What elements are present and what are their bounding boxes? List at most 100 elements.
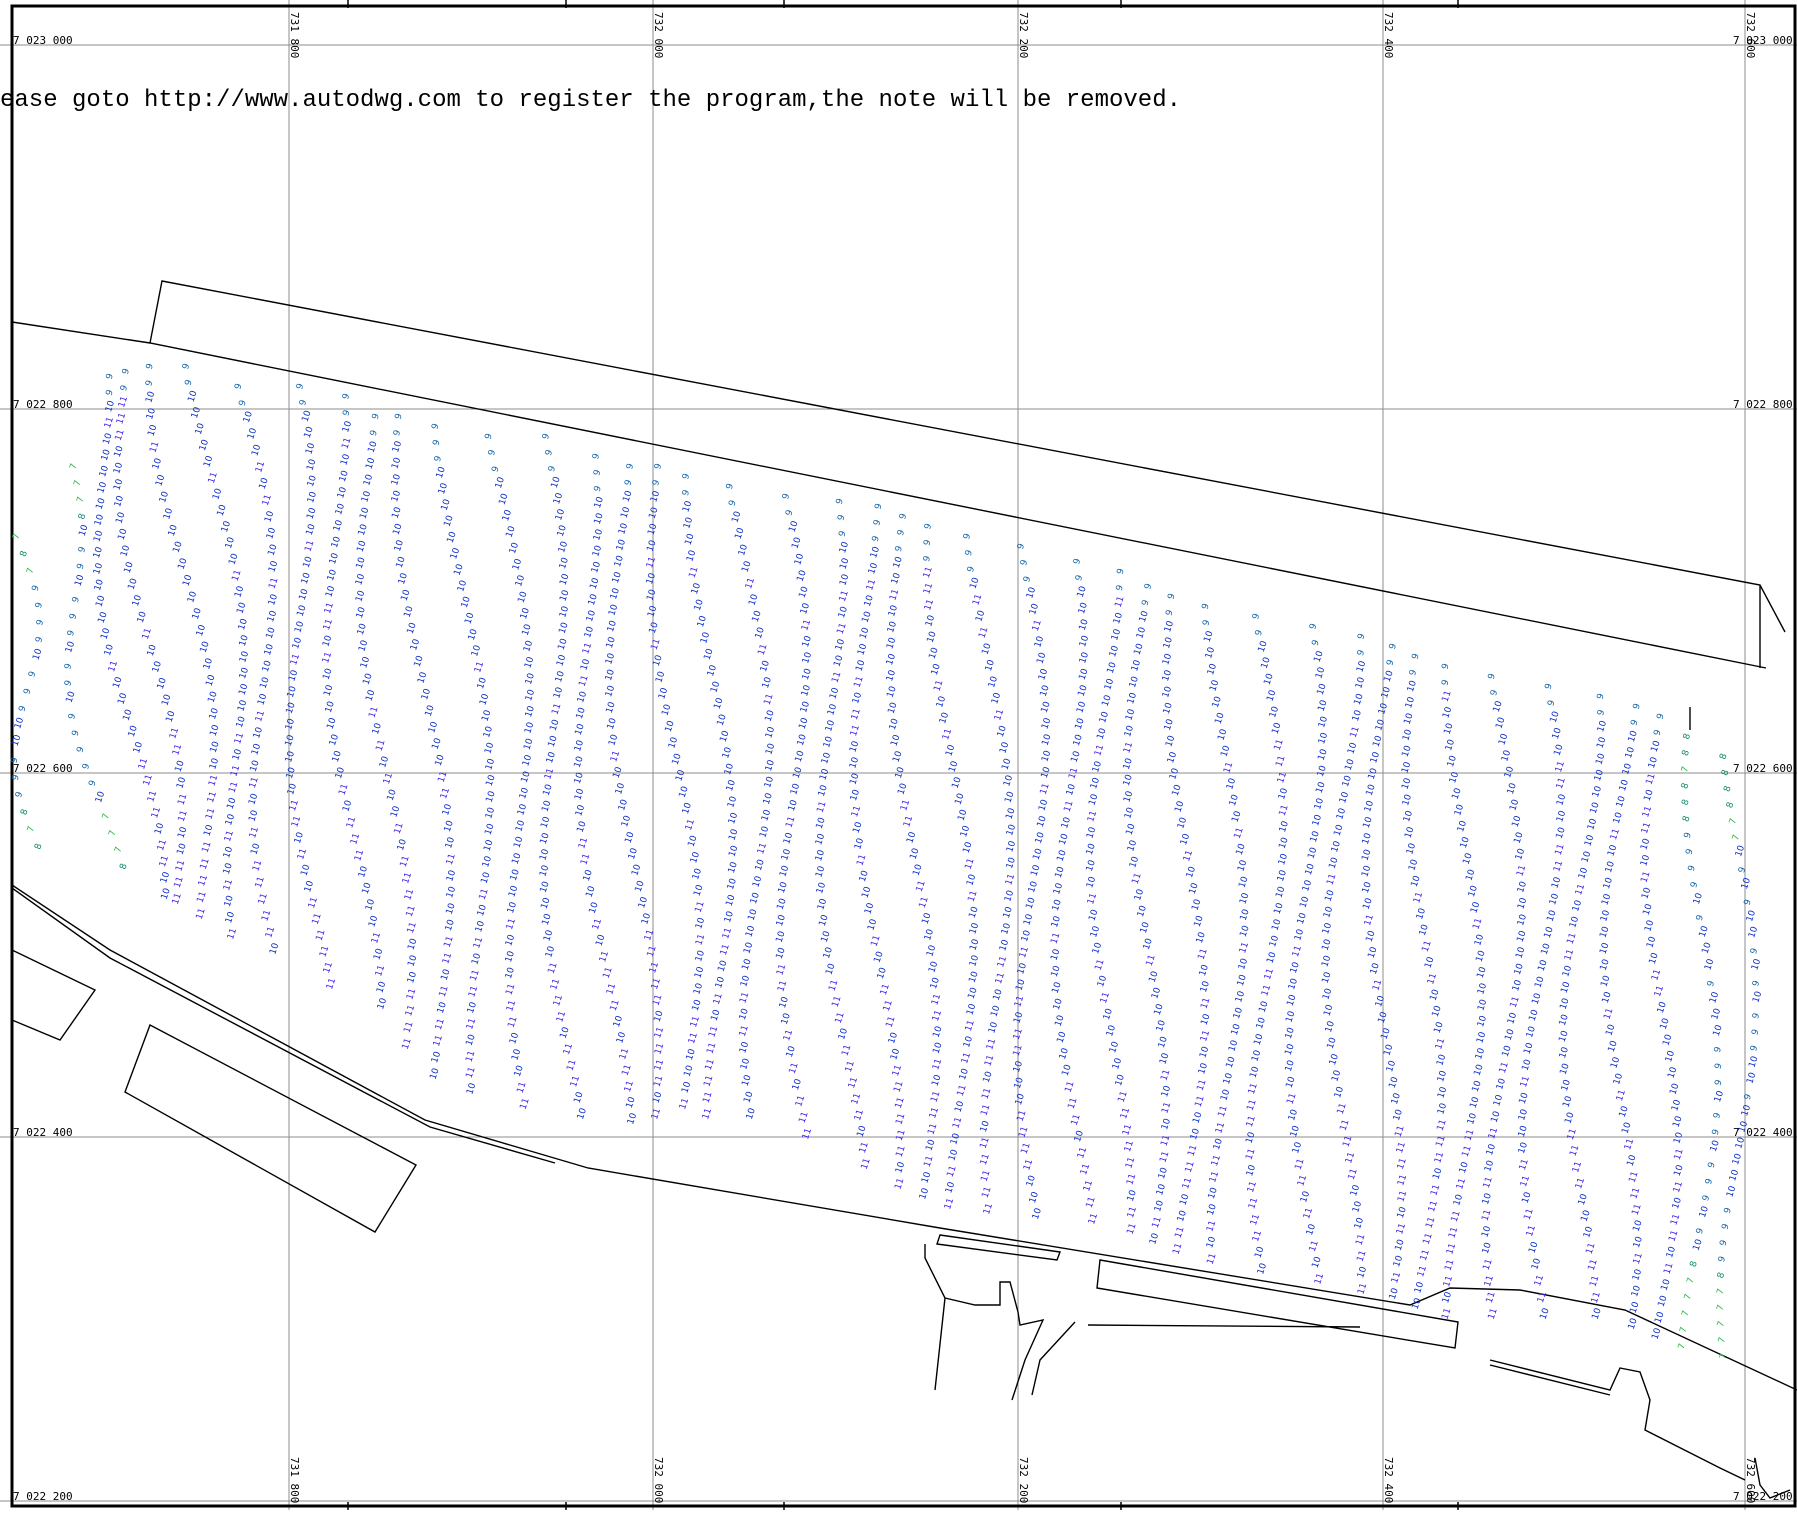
- depth-sounding: 11: [1263, 967, 1276, 981]
- depth-sounding: 9: [68, 612, 79, 621]
- depth-sounding: 10: [1656, 1000, 1669, 1014]
- depth-sounding: 10: [848, 740, 861, 754]
- depth-sounding: 10: [440, 498, 453, 512]
- depth-sounding: 10: [1193, 914, 1206, 928]
- depth-sounding: 11: [158, 854, 171, 868]
- depth-sounding: 9: [87, 779, 98, 788]
- depth-sounding: 11: [464, 1050, 477, 1064]
- depth-sounding: 11: [1151, 1216, 1164, 1230]
- depth-sounding: 10: [1276, 869, 1289, 883]
- depth-sounding: 9: [1544, 682, 1555, 691]
- depth-sounding: 10: [1311, 813, 1324, 827]
- easting-label: 732 400: [1382, 1457, 1395, 1503]
- depth-sounding: 9: [121, 367, 132, 376]
- depth-sounding: 11: [882, 999, 895, 1013]
- depth-sounding: 10: [1602, 876, 1615, 890]
- depth-sounding: 10: [681, 499, 694, 513]
- depth-sounding: 10: [1263, 672, 1276, 686]
- depth-sounding: 11: [1482, 1258, 1495, 1272]
- depth-sounding: 11: [701, 1107, 714, 1121]
- depth-sounding: 11: [1536, 1290, 1549, 1304]
- depth-sounding: 11: [1554, 760, 1567, 774]
- depth-sounding: 10: [96, 480, 109, 494]
- depth-sounding: 10: [699, 631, 712, 645]
- depth-sounding: 10: [474, 919, 487, 933]
- depth-sounding: 10: [1040, 716, 1053, 730]
- depth-sounding: 11: [1390, 1271, 1403, 1285]
- depth-sounding: 10: [1531, 992, 1544, 1006]
- depth-sounding: 10: [605, 635, 618, 649]
- depth-sounding: 11: [443, 935, 456, 949]
- depth-sounding: 10: [591, 544, 604, 558]
- depth-sounding: 10: [293, 831, 306, 845]
- depth-sounding: 10: [1073, 1129, 1086, 1143]
- depth-sounding: 10: [1075, 700, 1088, 714]
- depth-sounding: 10: [1433, 1020, 1446, 1034]
- depth-sounding: 10: [436, 1001, 449, 1015]
- depth-sounding: 10: [367, 440, 380, 454]
- depth-sounding: 11: [694, 900, 707, 914]
- depth-sounding: 10: [542, 783, 555, 797]
- depth-sounding: 10: [1560, 1078, 1573, 1092]
- depth-sounding: 10: [681, 801, 694, 815]
- depth-sounding: 10: [1631, 1268, 1644, 1282]
- depth-sounding: 10: [1436, 1102, 1449, 1116]
- depth-sounding: 11: [1063, 799, 1076, 813]
- depth-sounding: 10: [162, 507, 175, 521]
- depth-sounding: 10: [1278, 836, 1291, 850]
- depth-sounding: 10: [1148, 1232, 1161, 1246]
- depth-sounding: 10: [1503, 765, 1516, 779]
- depth-sounding: 10: [696, 614, 709, 628]
- depth-sounding: 10: [593, 512, 606, 526]
- depth-sounding: 10: [1671, 1196, 1684, 1210]
- depth-sounding: 10: [885, 636, 898, 650]
- depth-sounding: 10: [1287, 977, 1300, 991]
- depth-sounding: 10: [1163, 718, 1176, 732]
- depth-sounding: 10: [236, 699, 249, 713]
- depth-sounding: 11: [1587, 1258, 1600, 1272]
- depth-sounding: 10: [660, 703, 673, 717]
- depth-sounding: 9: [487, 448, 498, 457]
- depth-sounding: 10: [413, 654, 426, 668]
- depth-sounding: 11: [1433, 1151, 1446, 1165]
- depth-sounding: 10: [174, 759, 187, 773]
- depth-sounding: 10: [749, 891, 762, 905]
- depth-sounding: 10: [1647, 756, 1660, 770]
- depth-sounding: 10: [645, 572, 658, 586]
- depth-sounding: 10: [322, 667, 335, 681]
- depth-sounding: 10: [953, 1100, 966, 1114]
- depth-sounding: 9: [623, 478, 634, 487]
- depth-sounding: 10: [113, 494, 126, 508]
- depth-sounding: 10: [682, 516, 695, 530]
- depth-sounding: 9: [71, 729, 82, 738]
- depth-sounding: 9: [727, 499, 738, 508]
- depth-sounding: 10: [556, 524, 569, 538]
- depth-sounding: 10: [484, 806, 497, 820]
- depth-sounding: 10: [154, 473, 167, 487]
- depth-sounding: 11: [831, 995, 844, 1009]
- depth-sounding: 11: [1076, 1146, 1089, 1160]
- depth-sounding: 10: [524, 688, 537, 702]
- quay-east-edge: [1489, 1364, 1611, 1396]
- depth-sounding: 11: [549, 977, 562, 991]
- depth-sounding: 10: [1321, 938, 1334, 952]
- depth-sounding: 10: [1155, 1019, 1168, 1033]
- depth-sounding: 9: [298, 398, 309, 407]
- depth-sounding: 10: [1751, 990, 1764, 1004]
- depth-sounding: 10: [94, 790, 107, 804]
- depth-sounding: 10: [265, 626, 278, 640]
- depth-sounding: 10: [326, 568, 339, 582]
- depth-sounding: 10: [1645, 935, 1658, 949]
- depth-sounding: 9: [1743, 1093, 1754, 1102]
- depth-sounding: 11: [303, 539, 316, 553]
- depth-sounding: 10: [1020, 929, 1033, 943]
- depth-sounding: 10: [465, 1033, 478, 1047]
- depth-sounding: 10: [1291, 1141, 1304, 1155]
- depth-sounding: 10: [202, 657, 215, 671]
- depth-sounding: 10: [815, 816, 828, 830]
- depth-sounding: 10: [778, 864, 791, 878]
- depth-sounding: 10: [336, 486, 349, 500]
- depth-sounding: 11: [1650, 968, 1663, 982]
- depth-sounding: 11: [1463, 1128, 1476, 1142]
